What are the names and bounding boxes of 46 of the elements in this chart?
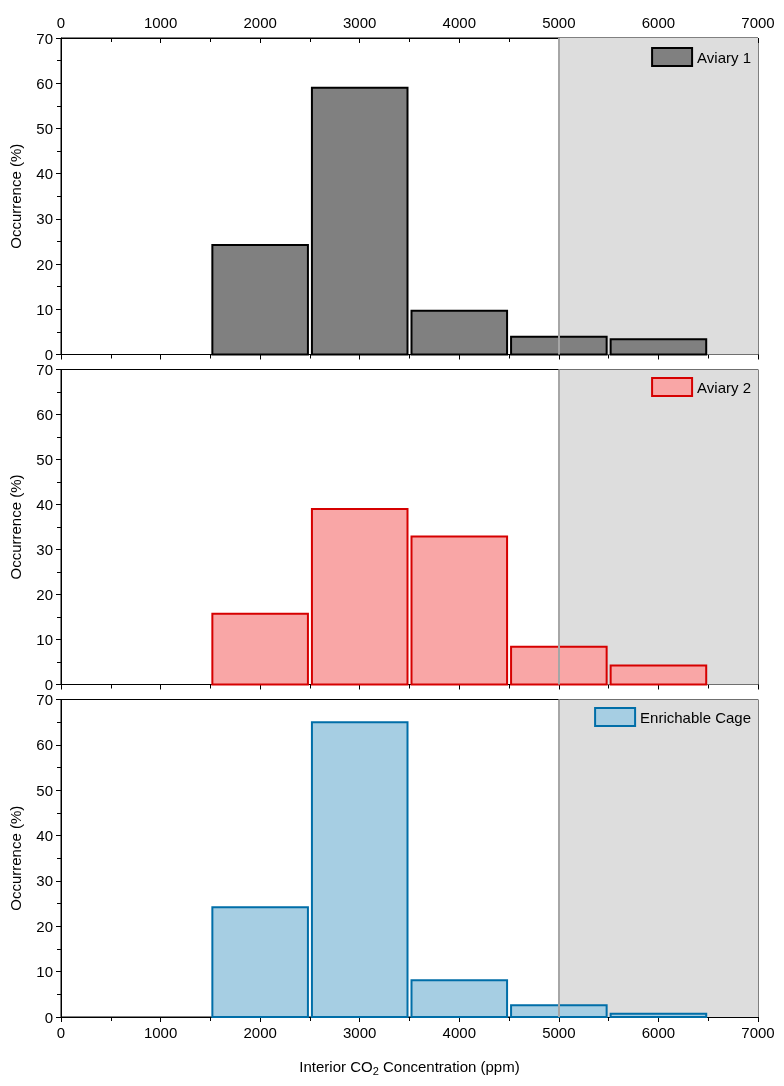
y-tick-label: 70: [36, 361, 53, 378]
y-tick-label: 20: [36, 917, 53, 935]
y-tick-label: 0: [44, 346, 53, 363]
y-tick-label: 0: [44, 1008, 53, 1026]
x2-tick-label: 0: [56, 14, 66, 31]
y-axis-title: Occurrence (%): [7, 805, 24, 911]
x2-tick-label: 7000: [741, 14, 775, 31]
x2-tick-label: 5000: [542, 14, 576, 31]
y-tick-label: 20: [36, 255, 53, 273]
y-tick-label: 50: [36, 781, 53, 799]
y-tick-label: 50: [36, 451, 53, 468]
legend-label: Enrichable Cage: [640, 708, 751, 726]
y-tick-label: 40: [36, 827, 53, 845]
x-tick-label: 1000: [143, 1024, 178, 1041]
y-tick-label: 70: [36, 29, 53, 47]
y-tick-label: 50: [36, 119, 53, 137]
y-tick-label: 10: [36, 963, 53, 981]
y-tick-label: 40: [36, 496, 53, 513]
y-tick-label: 60: [36, 736, 53, 754]
y-tick-label: 30: [36, 541, 53, 558]
y-tick-label: 30: [36, 210, 53, 228]
y-tick-label: 30: [36, 872, 53, 890]
y-tick-label: 10: [36, 631, 53, 648]
x2-tick-label: 1000: [143, 14, 178, 31]
x-tick-label: 3000: [343, 1024, 377, 1041]
x2-tick-label: 4000: [442, 14, 476, 31]
y-axis-title: Occurrence (%): [7, 474, 24, 580]
y-tick-label: 20: [36, 586, 53, 603]
legend-label: Aviary 2: [697, 378, 752, 396]
x-tick-label: 7000: [741, 1024, 775, 1041]
y-tick-label: 60: [36, 406, 53, 423]
x2-tick-label: 2000: [243, 14, 277, 31]
x-tick-label: 2000: [243, 1024, 277, 1041]
x-tick-label: 0: [56, 1024, 66, 1041]
y-tick-label: 0: [44, 676, 53, 693]
y-axis-title: Occurrence (%): [7, 143, 24, 249]
x-tick-label: 6000: [641, 1024, 676, 1041]
y-tick-label: 60: [36, 74, 53, 92]
x2-tick-label: 6000: [641, 14, 676, 31]
y-tick-label: 10: [36, 300, 53, 318]
x2-tick-label: 3000: [343, 14, 377, 31]
x-tick-label: 4000: [442, 1024, 476, 1041]
y-tick-label: 70: [36, 691, 53, 708]
legend-label: Aviary 1: [697, 48, 752, 66]
x-tick-label: 5000: [542, 1024, 576, 1041]
y-tick-label: 40: [36, 165, 53, 183]
